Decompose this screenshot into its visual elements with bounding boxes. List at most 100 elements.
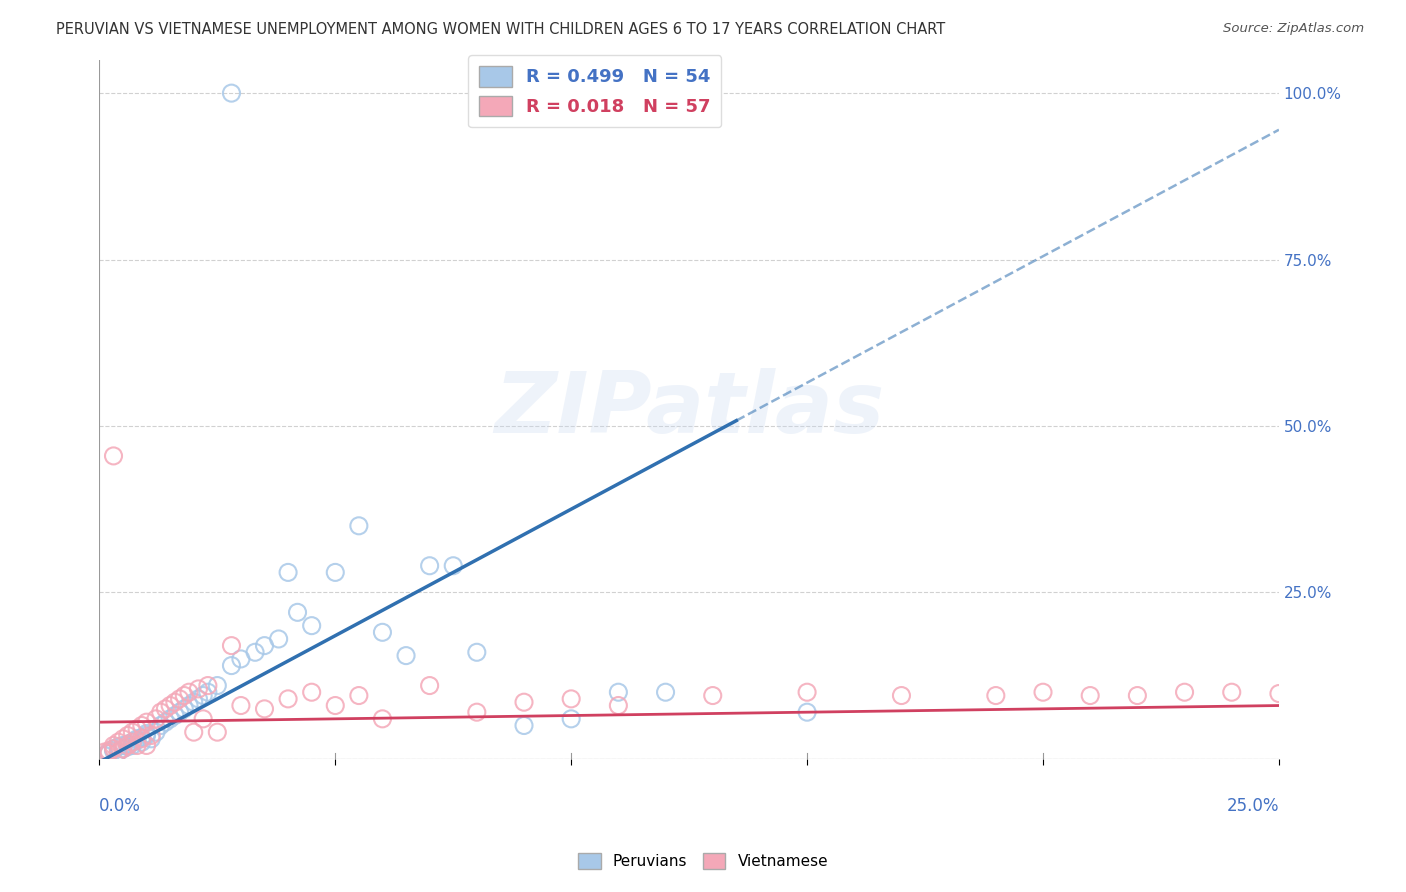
Point — [159, 712, 181, 726]
Point — [145, 725, 167, 739]
Point — [169, 691, 191, 706]
Point — [560, 691, 582, 706]
Point — [347, 689, 370, 703]
Point — [654, 685, 676, 699]
Point — [607, 685, 630, 699]
Point — [229, 698, 252, 713]
Point — [441, 558, 464, 573]
Point — [419, 679, 441, 693]
Point — [131, 731, 153, 746]
Point — [135, 729, 157, 743]
Point — [149, 705, 172, 719]
Point — [323, 698, 346, 713]
Point — [145, 712, 167, 726]
Point — [197, 685, 219, 699]
Point — [135, 726, 157, 740]
Point — [103, 741, 125, 756]
Point — [221, 639, 243, 653]
Point — [103, 449, 125, 463]
Point — [155, 715, 177, 730]
Point — [141, 731, 163, 746]
Legend: Peruvians, Vietnamese: Peruvians, Vietnamese — [572, 847, 834, 875]
Point — [97, 747, 120, 761]
Point — [131, 731, 153, 745]
Point — [97, 745, 120, 759]
Point — [560, 712, 582, 726]
Point — [267, 632, 290, 646]
Point — [121, 735, 143, 749]
Point — [1078, 689, 1101, 703]
Point — [107, 745, 129, 759]
Point — [111, 731, 134, 746]
Point — [187, 681, 209, 696]
Point — [207, 725, 229, 739]
Point — [117, 739, 139, 754]
Point — [287, 605, 309, 619]
Point — [347, 518, 370, 533]
Point — [177, 698, 200, 713]
Point — [121, 735, 143, 749]
Point — [513, 695, 536, 709]
Point — [607, 698, 630, 713]
Point — [796, 705, 818, 719]
Point — [277, 691, 299, 706]
Legend: R = 0.499   N = 54, R = 0.018   N = 57: R = 0.499 N = 54, R = 0.018 N = 57 — [468, 55, 721, 128]
Point — [169, 705, 191, 719]
Point — [127, 731, 149, 746]
Point — [107, 735, 129, 749]
Point — [131, 735, 153, 749]
Point — [127, 739, 149, 753]
Point — [187, 691, 209, 706]
Point — [173, 689, 195, 703]
Point — [183, 695, 205, 709]
Point — [135, 739, 157, 753]
Point — [301, 618, 323, 632]
Point — [243, 645, 266, 659]
Point — [253, 702, 276, 716]
Point — [183, 725, 205, 739]
Point — [111, 741, 134, 756]
Point — [702, 689, 724, 703]
Point — [191, 712, 214, 726]
Point — [149, 718, 172, 732]
Text: PERUVIAN VS VIETNAMESE UNEMPLOYMENT AMONG WOMEN WITH CHILDREN AGES 6 TO 17 YEARS: PERUVIAN VS VIETNAMESE UNEMPLOYMENT AMON… — [56, 22, 945, 37]
Point — [323, 566, 346, 580]
Point — [513, 718, 536, 732]
Point — [1032, 685, 1054, 699]
Text: ZIPatlas: ZIPatlas — [494, 368, 884, 450]
Point — [177, 685, 200, 699]
Text: 0.0%: 0.0% — [100, 797, 141, 815]
Point — [191, 689, 214, 703]
Point — [111, 741, 134, 756]
Point — [1268, 687, 1291, 701]
Point — [127, 733, 149, 747]
Point — [1220, 685, 1243, 699]
Point — [890, 689, 912, 703]
Point — [159, 698, 181, 713]
Point — [253, 639, 276, 653]
Point — [221, 658, 243, 673]
Text: Source: ZipAtlas.com: Source: ZipAtlas.com — [1223, 22, 1364, 36]
Text: 25.0%: 25.0% — [1226, 797, 1279, 815]
Point — [107, 739, 129, 754]
Point — [207, 679, 229, 693]
Point — [117, 739, 139, 753]
Point — [1126, 689, 1149, 703]
Point — [221, 86, 243, 100]
Point — [141, 729, 163, 743]
Point — [173, 702, 195, 716]
Point — [465, 705, 488, 719]
Point — [419, 558, 441, 573]
Point — [796, 685, 818, 699]
Point — [163, 695, 186, 709]
Point — [371, 625, 394, 640]
Point — [371, 712, 394, 726]
Point — [1174, 685, 1197, 699]
Point — [395, 648, 418, 663]
Point — [93, 748, 115, 763]
Point — [117, 737, 139, 751]
Point — [465, 645, 488, 659]
Point — [301, 685, 323, 699]
Point — [155, 702, 177, 716]
Point — [117, 729, 139, 743]
